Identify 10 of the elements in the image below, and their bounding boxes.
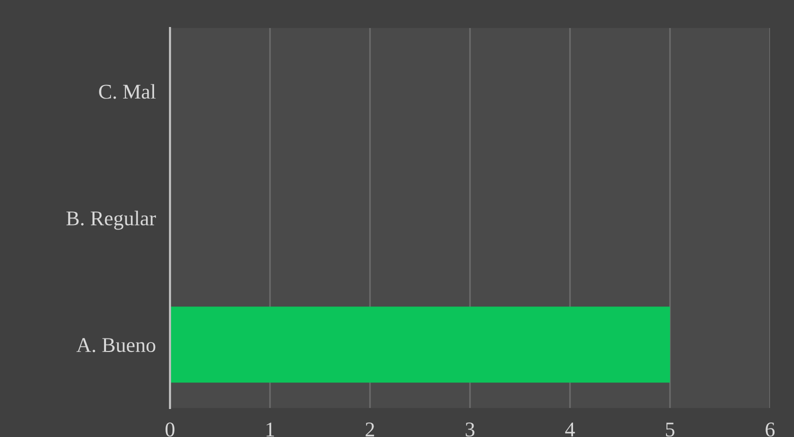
x-tick-label: 5 [666,422,674,437]
x-tick-label: 6 [766,422,775,437]
x-tick-label: 0 [166,422,174,437]
y-tick-label: C. Mal [99,84,156,99]
x-tick-label: 3 [466,422,474,437]
x-tick-label: 2 [366,422,374,436]
y-tick-label: B. Regular [66,210,156,230]
x-tick-label: 4 [565,422,575,436]
x-tick-label: 1 [266,422,274,436]
y-tick-label: A. Bueno [76,338,156,352]
